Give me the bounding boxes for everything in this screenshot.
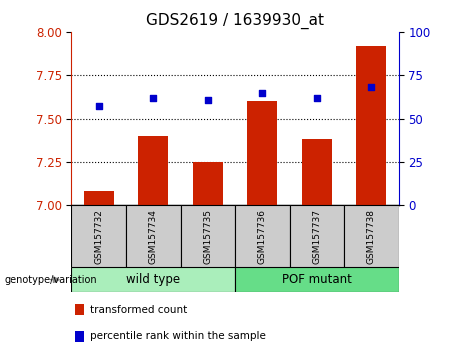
Bar bbox=[356, 46, 386, 205]
Point bbox=[204, 97, 212, 102]
Bar bbox=[302, 139, 332, 205]
Point bbox=[313, 95, 321, 101]
Text: transformed count: transformed count bbox=[90, 305, 187, 315]
Point bbox=[368, 85, 375, 90]
Text: POF mutant: POF mutant bbox=[282, 273, 352, 286]
Bar bbox=[235, 205, 290, 267]
Bar bbox=[344, 205, 399, 267]
Bar bbox=[181, 205, 235, 267]
Text: GSM157732: GSM157732 bbox=[94, 209, 103, 264]
Bar bbox=[193, 162, 223, 205]
Bar bbox=[138, 136, 168, 205]
Text: GSM157738: GSM157738 bbox=[367, 209, 376, 264]
Bar bbox=[126, 205, 181, 267]
Bar bbox=[84, 192, 114, 205]
Bar bbox=[290, 205, 344, 267]
Bar bbox=[71, 267, 235, 292]
Title: GDS2619 / 1639930_at: GDS2619 / 1639930_at bbox=[146, 13, 324, 29]
Text: GSM157737: GSM157737 bbox=[313, 209, 321, 264]
Text: GSM157735: GSM157735 bbox=[203, 209, 213, 264]
Text: GSM157736: GSM157736 bbox=[258, 209, 267, 264]
Bar bbox=[71, 205, 126, 267]
Bar bbox=[75, 331, 84, 342]
Text: genotype/variation: genotype/variation bbox=[5, 275, 97, 285]
Bar bbox=[75, 304, 84, 315]
Bar bbox=[248, 101, 278, 205]
Bar bbox=[235, 267, 399, 292]
Point bbox=[95, 104, 102, 109]
Text: wild type: wild type bbox=[126, 273, 180, 286]
Point bbox=[149, 95, 157, 101]
Point bbox=[259, 90, 266, 96]
Text: GSM157734: GSM157734 bbox=[149, 209, 158, 264]
Text: percentile rank within the sample: percentile rank within the sample bbox=[90, 331, 266, 341]
